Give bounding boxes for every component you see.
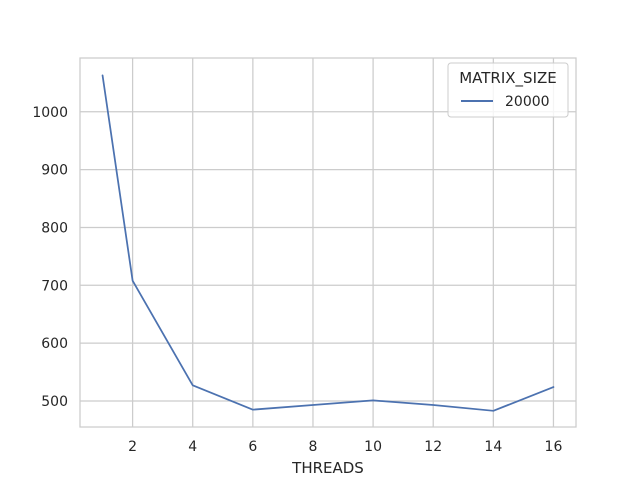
x-axis-label: THREADS bbox=[291, 459, 364, 477]
x-tick-label: 4 bbox=[188, 439, 197, 455]
series-layer bbox=[101, 74, 555, 412]
y-tick-label: 600 bbox=[41, 336, 68, 352]
x-tick-label: 16 bbox=[545, 439, 563, 455]
x-tick-label: 6 bbox=[248, 439, 257, 455]
x-tick-label: 12 bbox=[424, 439, 442, 455]
y-tick-label: 700 bbox=[41, 278, 68, 294]
legend-series-label: 20000 bbox=[505, 94, 550, 110]
y-tick-label: 1000 bbox=[32, 105, 68, 121]
x-tick-label: 8 bbox=[309, 439, 318, 455]
x-tick-label: 2 bbox=[128, 439, 137, 455]
legend-box bbox=[447, 62, 569, 118]
y-tick-label: 900 bbox=[41, 163, 68, 179]
y-tick-label: 500 bbox=[41, 394, 68, 410]
y-tick-label: 800 bbox=[41, 220, 68, 236]
plot-area-frame bbox=[79, 57, 577, 428]
series-line-20000 bbox=[101, 74, 555, 412]
x-tick-label: 10 bbox=[364, 439, 382, 455]
x-tick-label: 14 bbox=[484, 439, 502, 455]
legend-title: MATRIX_SIZE bbox=[459, 69, 557, 88]
legend: MATRIX_SIZE 20000 bbox=[447, 62, 569, 118]
tick-labels: 2 4 6 8 10 12 14 16 500 600 700 800 900 1000 bbox=[32, 105, 562, 455]
